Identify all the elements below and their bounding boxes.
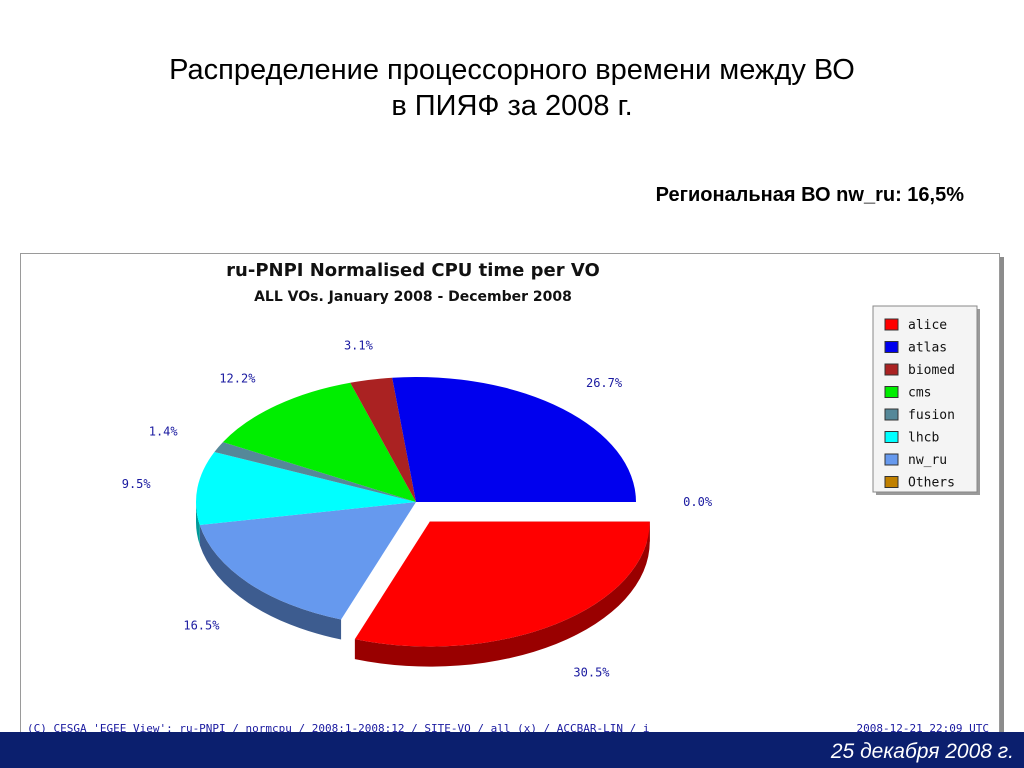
slide-title-line2: в ПИЯФ за 2008 г. [391, 90, 633, 122]
pie-slice-cms [222, 382, 416, 502]
legend-swatch-atlas [884, 341, 899, 353]
chart-title: ru-PNPI Normalised CPU time per VO [226, 260, 600, 281]
legend-item-nw-ru: nw_ru [908, 453, 947, 468]
legend-item-biomed: biomed [908, 363, 955, 378]
legend-item-fusion: fusion [908, 408, 955, 423]
legend-swatch-lhcb [884, 431, 899, 443]
legend-swatch-cms [884, 386, 899, 398]
legend-item-lhcb: lhcb [908, 431, 939, 446]
pie-chart: ru-PNPI Normalised CPU time per VO ALL V… [27, 260, 989, 735]
pie-label-others: 0.0% [683, 495, 713, 509]
pie-label-biomed: 3.1% [344, 338, 374, 352]
pie-side-alice [354, 521, 650, 667]
legend-item-cms: cms [908, 386, 931, 401]
pie-slice-atlas [392, 377, 636, 502]
slide-title-line1: Распределение процессорного времени межд… [169, 54, 855, 86]
pie-slices [196, 377, 650, 667]
footer-bar [0, 732, 1024, 768]
legend-swatch-biomed [884, 363, 899, 376]
pie-side-nw-ru [199, 525, 342, 640]
pie-slice-lhcb [196, 451, 416, 526]
pie-label-alice: 30.5% [573, 666, 610, 680]
chart-footer-right: 2008-12-21 22:09 UTC [857, 722, 989, 735]
legend-swatch-nw-ru [884, 453, 899, 466]
pie-slice-alice [354, 521, 650, 647]
legend-item-others: Others [908, 476, 955, 491]
chart-frame: ru-PNPI Normalised CPU time per VO ALL V… [20, 253, 1000, 742]
legend-swatch-fusion [884, 408, 899, 421]
pie-slice-nw-ru [199, 502, 416, 620]
pie-label-atlas: 26.7% [586, 376, 623, 390]
chart-footer-left: (C) CESGA 'EGEE View': ru-PNPI / normcpu… [27, 722, 650, 735]
pie-label-lhcb: 9.5% [122, 477, 152, 491]
footer-date: 25 декабря 2008 г. [830, 740, 1014, 763]
slide-subtitle: Региональная ВО nw_ru: 16,5% [655, 184, 964, 206]
pie-label-fusion: 1.4% [149, 425, 179, 439]
chart-legend: alice atlas biomed cms fusion lhcb nw_ru Others [872, 305, 980, 495]
legend-swatch-others [884, 476, 899, 488]
pie-side-lhcb [196, 502, 200, 546]
slide-title: Распределение процессорного времени межд… [0, 52, 1024, 124]
legend-item-atlas: atlas [908, 341, 947, 356]
pie-label-nw-ru: 16.5% [183, 619, 220, 633]
legend-item-alice: alice [908, 318, 947, 333]
chart-subtitle: ALL VOs. January 2008 - December 2008 [254, 289, 572, 305]
legend-swatch-alice [884, 318, 899, 331]
pie-label-cms: 12.2% [219, 371, 256, 385]
pie-labels: 30.5% 16.5% 9.5% 1.4% 12.2% 3.1% 26.7% 0.0% [122, 338, 713, 679]
pie-slice-fusion [214, 442, 416, 502]
pie-slice-biomed [350, 377, 416, 502]
